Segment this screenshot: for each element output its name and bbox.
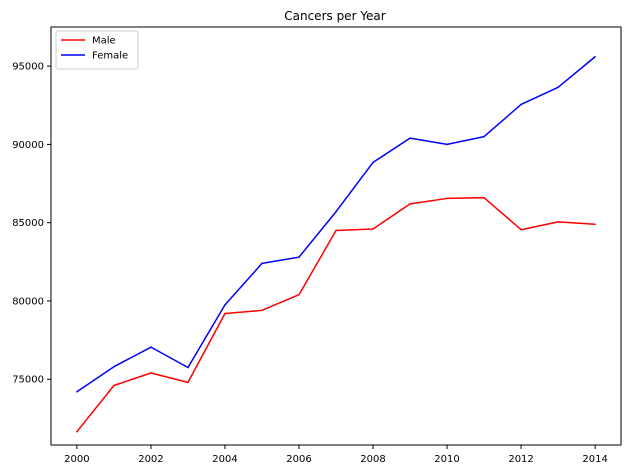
data-point-male [409, 203, 411, 205]
data-point-male [76, 430, 78, 433]
x-tick-label: 2006 [286, 454, 311, 465]
data-point-female [446, 143, 448, 146]
x-tick-label: 2014 [582, 454, 607, 465]
x-tick-label: 2008 [360, 454, 385, 465]
data-point-female [483, 135, 485, 138]
chart-title: Cancers per Year [284, 9, 386, 23]
data-point-male [372, 228, 374, 230]
data-point-male [261, 309, 263, 312]
data-point-male [446, 197, 448, 200]
data-point-female [335, 210, 337, 213]
data-point-male [187, 381, 189, 384]
data-point-female [298, 256, 300, 258]
data-point-male [557, 221, 559, 223]
y-tick-label: 75000 [12, 375, 44, 386]
data-point-male [224, 312, 226, 315]
data-point-male [594, 223, 596, 226]
y-tick-label: 80000 [12, 296, 44, 307]
data-point-male [520, 228, 522, 231]
data-point-female [187, 366, 189, 369]
y-axis: 75000 80000 85000 90000 95000 [12, 62, 51, 386]
data-point-female [113, 365, 115, 368]
data-point-female [224, 304, 226, 306]
data-point-male [150, 372, 152, 374]
legend-label-male: Male [92, 36, 116, 47]
legend-label-female: Female [92, 51, 128, 62]
y-tick-label: 95000 [12, 62, 44, 73]
y-tick-label: 85000 [12, 218, 44, 229]
x-tick-label: 2010 [434, 454, 459, 465]
data-point-female [557, 86, 559, 89]
data-point-male [298, 293, 300, 296]
x-tick-label: 2000 [64, 454, 89, 465]
x-tick-label: 2012 [508, 454, 533, 465]
data-point-female [594, 55, 596, 58]
data-point-male [483, 196, 485, 199]
data-point-male [113, 384, 115, 387]
legend: Male Female [55, 30, 139, 70]
x-axis: 2000 2002 2004 2006 2008 2010 2012 2014 [64, 445, 608, 465]
data-point-female [372, 161, 374, 164]
data-point-female [409, 137, 411, 139]
plot-area [50, 26, 622, 446]
data-point-female [261, 262, 263, 265]
x-tick-label: 2002 [138, 454, 163, 465]
data-point-female [520, 103, 522, 106]
y-tick-label: 90000 [12, 140, 44, 151]
x-tick-label: 2004 [212, 454, 237, 465]
data-point-female [76, 390, 78, 393]
series-layer [76, 55, 596, 433]
data-point-female [150, 346, 152, 348]
data-point-male [335, 229, 337, 232]
